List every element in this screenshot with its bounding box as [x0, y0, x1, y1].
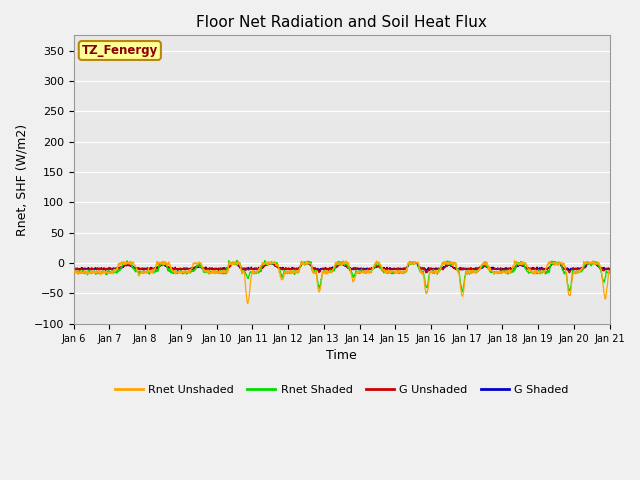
Title: Floor Net Radiation and Soil Heat Flux: Floor Net Radiation and Soil Heat Flux [196, 15, 487, 30]
Y-axis label: Rnet, SHF (W/m2): Rnet, SHF (W/m2) [15, 123, 28, 236]
X-axis label: Time: Time [326, 349, 357, 362]
Legend: Rnet Unshaded, Rnet Shaded, G Unshaded, G Shaded: Rnet Unshaded, Rnet Shaded, G Unshaded, … [111, 380, 573, 399]
Text: TZ_Fenergy: TZ_Fenergy [82, 44, 158, 57]
